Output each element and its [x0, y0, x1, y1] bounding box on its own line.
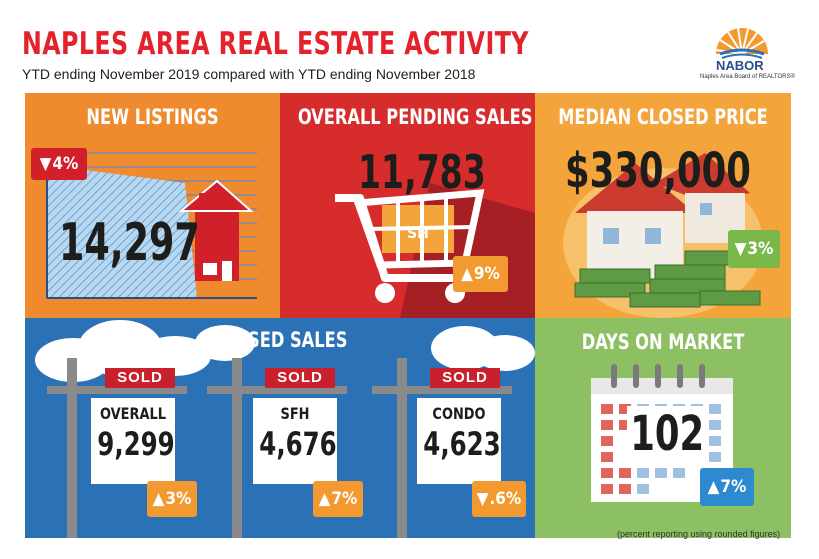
days-on-market-panel: DAYS ON MARKET 102 ▲ 7%	[535, 318, 791, 538]
sign-sfh-label: SFH	[280, 404, 310, 423]
overall-change-badge: ▲ 3%	[147, 481, 197, 517]
closed-sales-title: CLOSED SALES	[212, 328, 348, 352]
sign-condo-label: CONDO	[432, 404, 486, 423]
new-listings-value: 14,297	[59, 213, 200, 273]
logo-wordmark: NABOR	[716, 58, 764, 73]
down-arrow-icon: ▼	[734, 239, 747, 259]
house-chart-illustration	[46, 148, 257, 299]
new-listings-title: NEW LISTINGS	[86, 105, 219, 129]
new-listings-change-badge: ▼ 4%	[31, 148, 87, 180]
sign-overall-value: 9,299	[97, 425, 175, 463]
shopping-cart-icon: SH	[335, 189, 485, 303]
up-arrow-icon: ▲	[318, 489, 331, 509]
condo-change: .6%	[489, 489, 522, 509]
pending-sales-change-badge: ▲ 9%	[453, 256, 508, 292]
sign-condo: CONDO 4,623	[417, 398, 501, 484]
overall-change: 3%	[165, 489, 192, 509]
median-price-panel: MEDIAN CLOSED PRICE $330,000 ▼ 3%	[535, 93, 791, 318]
sfh-change: 7%	[331, 489, 358, 509]
sold-tag-condo: SOLD	[430, 368, 500, 388]
new-listings-panel: NEW LISTINGS	[25, 93, 280, 318]
sign-sfh-value: 4,676	[259, 425, 337, 463]
sold-tag-sfh: SOLD	[265, 368, 335, 388]
condo-change-badge: ▼ .6%	[472, 481, 526, 517]
pending-sales-change: 9%	[473, 264, 500, 284]
days-on-market-title: DAYS ON MARKET	[581, 330, 745, 354]
median-price-value: $330,000	[565, 143, 751, 199]
days-on-market-value: 102	[627, 406, 708, 462]
sold-tag-overall: SOLD	[105, 368, 175, 388]
sign-overall: OVERALL 9,299	[91, 398, 175, 484]
sign-sfh: SFH 4,676	[253, 398, 337, 484]
house-icon	[178, 179, 254, 281]
closed-sales-panel: CLOSED SALES SOLD OVERALL 9,299 ▲ 3% SOL…	[25, 318, 535, 538]
new-listings-change: 4%	[52, 154, 79, 174]
page-subtitle: YTD ending November 2019 compared with Y…	[22, 66, 476, 82]
down-arrow-icon: ▼	[39, 154, 52, 174]
sign-posts	[47, 358, 512, 538]
logo-tagline: Naples Area Board of REALTORS®	[700, 74, 795, 80]
pending-sales-panel: OVERALL PENDING SALES 11,783 SH ▲ 9%	[280, 93, 535, 318]
median-price-change: 3%	[747, 239, 774, 259]
days-on-market-change: 7%	[720, 477, 747, 497]
pending-sales-value: 11,783	[358, 145, 486, 199]
up-arrow-icon: ▲	[461, 264, 473, 284]
down-arrow-icon: ▼	[476, 489, 489, 509]
footnote: (percent reporting using rounded figures…	[617, 529, 781, 539]
house-money-illustration	[563, 153, 763, 318]
median-price-title: MEDIAN CLOSED PRICE	[558, 105, 768, 129]
sfh-change-badge: ▲ 7%	[313, 481, 363, 517]
sign-condo-value: 4,623	[423, 425, 501, 463]
page-title: NAPLES AREA REAL ESTATE ACTIVITY	[22, 26, 529, 62]
up-arrow-icon: ▲	[707, 477, 720, 497]
sign-overall-label: OVERALL	[99, 404, 167, 423]
sunburst-icon	[715, 27, 768, 59]
nabor-logo: NABOR Naples Area Board of REALTORS®	[700, 18, 810, 88]
up-arrow-icon: ▲	[152, 489, 165, 509]
median-price-change-badge: ▼ 3%	[728, 230, 780, 268]
pending-sales-title: OVERALL PENDING SALES	[297, 105, 533, 129]
days-on-market-change-badge: ▲ 7%	[700, 468, 754, 506]
